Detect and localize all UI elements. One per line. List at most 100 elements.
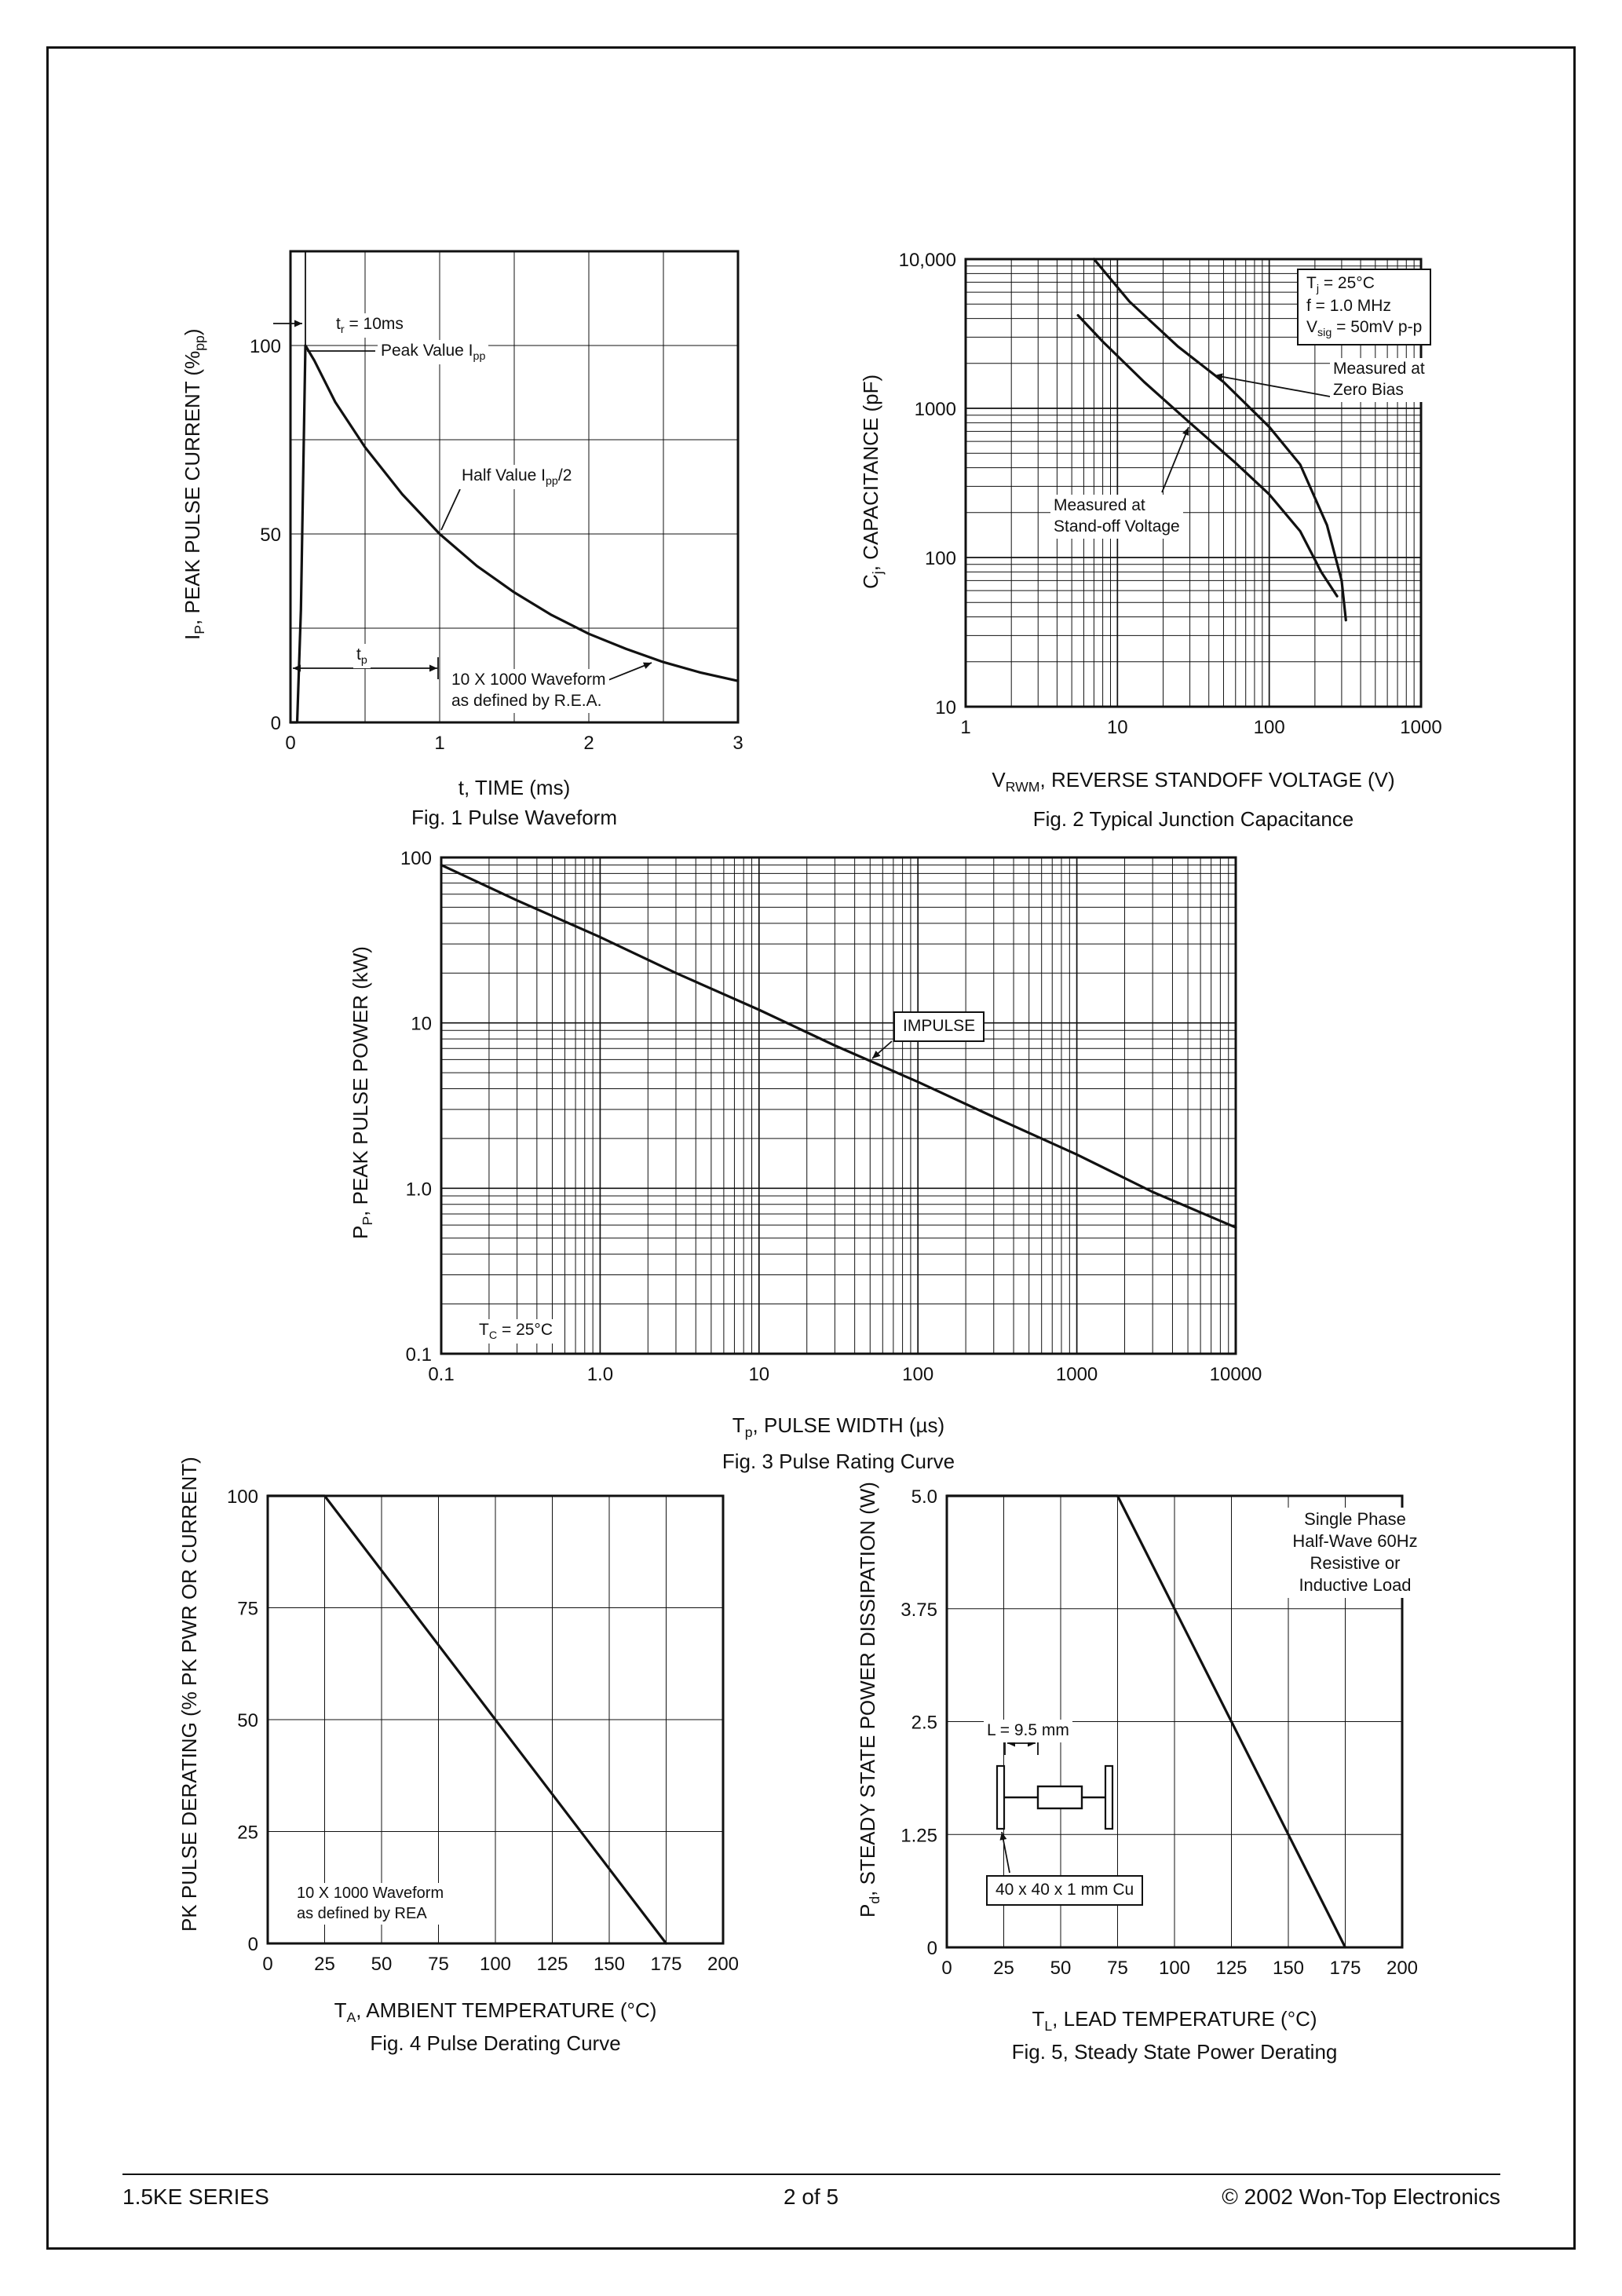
fig3-decorations: [871, 1040, 893, 1059]
fig2-plot-border: [964, 258, 1423, 708]
fig3-grid: [441, 857, 1236, 1354]
fig5-x-tick: 0: [941, 1958, 952, 1979]
fig5-caption: Fig. 5, Steady State Power Derating: [1011, 2040, 1338, 2064]
fig5-y-tick: 0: [927, 1938, 937, 1959]
fig5-x-tick: 25: [993, 1958, 1014, 1979]
fig2-x-tick: 1000: [1400, 717, 1441, 738]
fig5-y-tick: 5.0: [911, 1486, 937, 1508]
fig5-x-tick: 75: [1107, 1958, 1128, 1979]
fig4-plot-border: [266, 1494, 725, 1945]
fig2-y-tick: 10,000: [899, 250, 956, 271]
fig5-x-tick: 125: [1215, 1958, 1247, 1979]
fig4-x-tick: 0: [262, 1954, 272, 1975]
fig1-y-tick: 50: [260, 525, 281, 546]
footer-copyright: © 2002 Won-Top Electronics: [1222, 2184, 1500, 2209]
fig5-x-tick: 100: [1159, 1958, 1190, 1979]
fig3-caption: Fig. 3 Pulse Rating Curve: [721, 1450, 955, 1473]
fig4-x-tick: 100: [480, 1954, 511, 1975]
fig5-tick-labels: 0 25 50 75 100 125 150 175 200 5.0 3.75 2.5 1.25 0: [901, 1486, 1418, 1979]
page-border: [46, 46, 1576, 2250]
fig5-annotation-lead-length: L = 9.5 mm: [984, 1720, 1072, 1742]
fig2-x-tick: 10: [1107, 717, 1128, 738]
fig3-annotation-case-temp: TC = 25°C: [476, 1319, 556, 1344]
fig2-y-tick: 1000: [915, 399, 956, 420]
fig5-x-tick: 150: [1273, 1958, 1304, 1979]
fig3-y-tick: 100: [400, 848, 432, 869]
fig1-y-tick: 0: [271, 713, 281, 734]
fig1-annotation-pulse-width: tp: [353, 644, 371, 669]
fig3-x-tick: 100: [902, 1364, 933, 1385]
fig5-x-axis-label: TL, LEAD TEMPERATURE (°C): [1032, 2007, 1317, 2035]
fig5-x-tick: 200: [1386, 1958, 1418, 1979]
fig2-grid: [966, 259, 1421, 707]
fig4-x-tick: 175: [650, 1954, 681, 1975]
fig5-y-tick: 3.75: [901, 1600, 937, 1621]
fig5-y-axis-label: Pd, STEADY STATE POWER DISSIPATION (W): [856, 1482, 883, 1918]
fig4-y-tick: 0: [248, 1934, 258, 1955]
fig1-pulse-waveform-chart: 0 1 2 3 100 50 0: [250, 250, 743, 754]
fig1-x-tick: 3: [732, 733, 743, 754]
fig2-y-axis-label: Cj, CAPACITANCE (pF): [859, 374, 886, 589]
footer-series-name: 1.5KE SERIES: [122, 2184, 269, 2209]
fig4-x-tick: 75: [428, 1954, 449, 1975]
fig2-x-tick: 100: [1254, 717, 1285, 738]
fig2-annotation-zero-bias: Measured at Zero Bias: [1330, 358, 1428, 402]
fig5-annotation-load: Single Phase Half-Wave 60Hz Resistive or In…: [1247, 1508, 1463, 1598]
fig4-x-tick: 125: [536, 1954, 568, 1975]
fig5-plot-border: [945, 1494, 1404, 1949]
fig4-pulse-derating-chart: 0 25 50 75 100 125 150 175 200 100 75 50 25 0: [227, 1486, 739, 1975]
fig4-x-axis-label: TA, AMBIENT TEMPERATURE (°C): [334, 1998, 657, 2026]
fig4-x-tick: 50: [371, 1954, 393, 1975]
fig3-y-tick: 1.0: [406, 1179, 432, 1200]
fig3-x-axis-label: Tp, PULSE WIDTH (µs): [732, 1413, 945, 1441]
fig1-annotation-rise-time: tr = 10ms: [333, 313, 407, 338]
fig1-y-axis-label: IP, PEAK PULSE CURRENT (%pp): [181, 328, 208, 640]
fig1-x-tick: 0: [285, 733, 295, 754]
fig2-y-tick: 10: [935, 697, 956, 718]
fig5-curve-steady-state-power-derating: [945, 1494, 1347, 1949]
fig5-y-tick: 2.5: [911, 1713, 937, 1734]
fig1-x-tick: 2: [583, 733, 594, 754]
fig3-x-tick: 1000: [1056, 1364, 1098, 1385]
fig2-x-tick: 1: [960, 717, 970, 738]
fig4-tick-labels: 0 25 50 75 100 125 150 175 200 100 75 50 25 0: [227, 1486, 739, 1975]
fig1-x-tick: 1: [434, 733, 444, 754]
fig3-pulse-rating-chart: 0.1 1.0 10 100 1000 10000 100 10 1.0 0.1: [400, 848, 1262, 1385]
fig4-curve-pulse-derating: [266, 1494, 668, 1945]
fig4-y-axis-label: PK PULSE DERATING (% PK PWR OR CURRENT): [177, 1457, 201, 1932]
fig4-y-tick: 25: [237, 1823, 258, 1844]
fig2-curve-measured-at-standoff-voltage: [1076, 313, 1339, 598]
fig3-tick-labels: 0.1 1.0 10 100 1000 10000 100 10 1.0 0.1: [400, 848, 1262, 1385]
fig1-caption: Fig. 1 Pulse Waveform: [411, 806, 617, 829]
fig4-y-tick: 50: [237, 1710, 258, 1731]
fig1-curve-pulse-waveform: [289, 344, 740, 724]
fig1-annotation-half-value: Half Value Ipp/2: [458, 465, 575, 490]
fig5-decorations: [995, 1731, 1114, 1874]
footer-rule: [122, 2174, 1500, 2175]
fig4-y-tick: 75: [237, 1599, 258, 1620]
fig1-y-tick: 100: [250, 336, 281, 357]
fig5-annotation-copper-pad: 40 x 40 x 1 mm Cu: [986, 1875, 1144, 1906]
fig4-caption: Fig. 4 Pulse Derating Curve: [370, 2031, 621, 2055]
fig3-x-tick: 10: [748, 1364, 769, 1385]
fig2-x-axis-label: VRWM, REVERSE STANDOFF VOLTAGE (V): [992, 768, 1395, 795]
fig1-plot-border: [289, 250, 740, 724]
fig3-x-tick: 10000: [1210, 1364, 1262, 1385]
fig3-plot-border: [440, 856, 1237, 1355]
fig3-y-tick: 0.1: [406, 1344, 432, 1366]
fig3-y-axis-label: PP, PEAK PULSE POWER (kW): [349, 946, 376, 1239]
fig4-y-tick: 100: [227, 1486, 258, 1508]
fig3-curve-peak-pulse-power: [440, 864, 1237, 1229]
fig4-x-tick: 25: [314, 1954, 335, 1975]
fig5-x-tick: 50: [1050, 1958, 1072, 1979]
fig1-annotation-peak-value: Peak Value Ipp: [378, 340, 489, 365]
footer-page-number: 2 of 5: [783, 2184, 839, 2209]
fig3-x-tick: 1.0: [587, 1364, 613, 1385]
fig4-annotation-waveform-note: 10 X 1000 Waveform as defined by REA: [294, 1883, 448, 1925]
fig4-x-tick: 150: [594, 1954, 625, 1975]
fig2-caption: Fig. 2 Typical Junction Capacitance: [1032, 807, 1354, 831]
fig2-test-conditions: Tj = 25°C f = 1.0 MHz Vsig = 50mV p-p: [1297, 269, 1432, 345]
fig2-decorations: [1161, 373, 1331, 493]
